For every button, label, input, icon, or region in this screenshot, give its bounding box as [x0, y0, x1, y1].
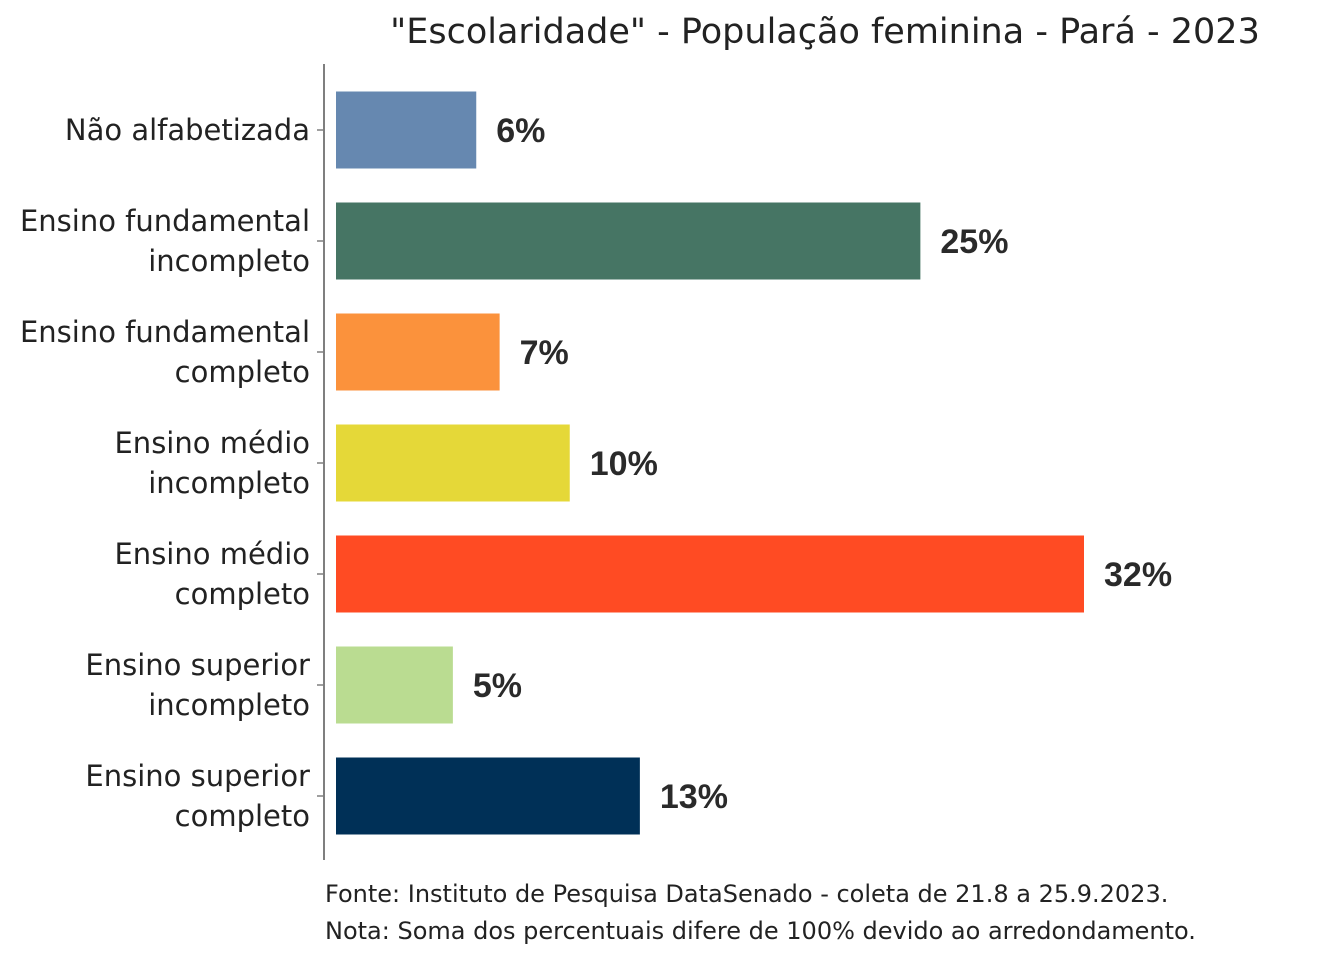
source-note: Fonte: Instituto de Pesquisa DataSenado … — [325, 880, 1168, 908]
category-label: Ensino médio incompleto — [114, 426, 310, 500]
bar — [336, 91, 477, 169]
bar — [336, 313, 500, 391]
rounding-note: Nota: Soma dos percentuais difere de 100… — [325, 917, 1196, 945]
bar — [336, 202, 921, 280]
value-label: 10% — [590, 445, 658, 483]
category-label: Ensino superior incompleto — [85, 648, 310, 722]
value-label: 13% — [660, 778, 728, 816]
value-label: 6% — [496, 112, 545, 150]
bar — [336, 757, 640, 835]
category-label: Ensino fundamental incompleto — [20, 204, 310, 278]
value-label: 7% — [520, 334, 569, 372]
value-label: 5% — [473, 667, 522, 705]
category-label: Não alfabetizada — [65, 113, 310, 147]
category-label: Ensino fundamental completo — [20, 315, 310, 389]
bar — [336, 424, 570, 502]
value-label: 25% — [940, 223, 1008, 261]
bar — [336, 535, 1084, 613]
chart-title: "Escolaridade" - População feminina - Pa… — [390, 12, 1260, 52]
bar — [336, 646, 453, 724]
category-label: Ensino superior completo — [85, 759, 310, 833]
category-label: Ensino médio completo — [114, 537, 310, 611]
value-label: 32% — [1104, 556, 1172, 594]
plot-area: 6% Não alfabetizada 25% Ensino fundamental i… — [20, 64, 1172, 860]
